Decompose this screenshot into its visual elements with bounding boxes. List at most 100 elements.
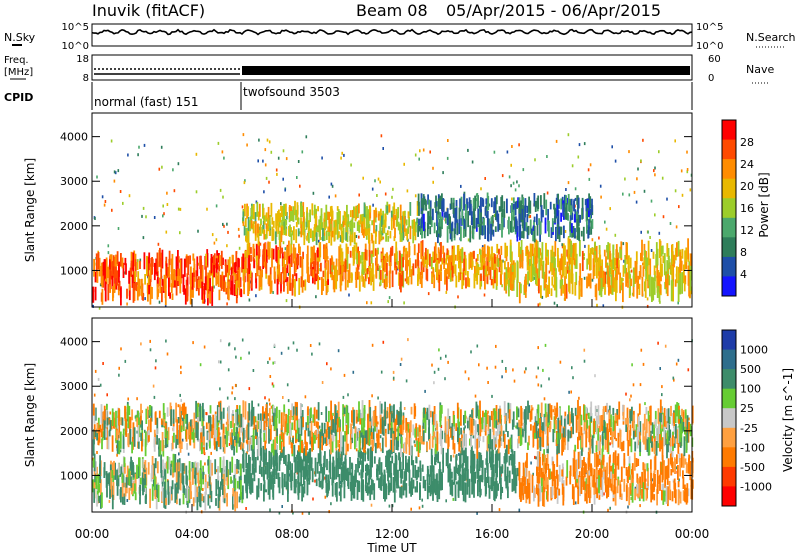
heatmap-cell — [369, 471, 372, 480]
heatmap-cell — [636, 473, 639, 483]
heatmap-cell — [441, 471, 443, 480]
heatmap-cell — [326, 211, 329, 220]
heatmap-cell — [283, 203, 285, 215]
heatmap-cell — [207, 272, 210, 290]
heatmap-cell — [366, 223, 369, 236]
heatmap-cell — [153, 463, 156, 483]
heatmap-cell — [231, 391, 233, 395]
heatmap-cell — [439, 212, 442, 227]
heatmap-cell — [472, 435, 475, 439]
heatmap-cell — [500, 437, 503, 446]
heatmap-cell — [232, 262, 235, 270]
heatmap-cell — [124, 463, 126, 474]
heatmap-cell — [620, 277, 623, 291]
heatmap-cell — [638, 432, 641, 440]
heatmap-cell — [575, 271, 578, 286]
heatmap-cell — [368, 265, 370, 272]
heatmap-cell — [236, 427, 238, 440]
heatmap-cell — [212, 255, 215, 271]
heatmap-cell — [459, 272, 461, 281]
date-range: 05/Apr/2015 - 06/Apr/2015 — [446, 1, 661, 20]
heatmap-cell — [297, 424, 300, 443]
heatmap-cell — [369, 462, 372, 473]
heatmap-cell — [282, 261, 284, 274]
heatmap-cell — [375, 225, 378, 232]
heatmap-cell — [263, 229, 266, 240]
heatmap-cell — [474, 471, 477, 484]
heatmap-cell — [644, 279, 647, 298]
heatmap-cell — [135, 282, 138, 292]
heatmap-cell — [434, 478, 436, 493]
heatmap-cell — [268, 357, 271, 361]
heatmap-cell — [132, 283, 135, 303]
heatmap-cell — [503, 216, 505, 228]
heatmap-cell — [272, 220, 275, 228]
heatmap-cell — [425, 247, 427, 260]
heatmap-cell — [464, 229, 467, 237]
heatmap-cell — [122, 433, 125, 449]
heatmap-cell — [588, 447, 590, 451]
heatmap-cell — [339, 235, 342, 242]
heatmap-cell — [142, 206, 145, 210]
heatmap-cell — [360, 413, 363, 421]
heatmap-cell — [149, 266, 152, 280]
heatmap-cell — [379, 180, 381, 184]
cpid-label: CPID — [4, 91, 33, 104]
heatmap-cell — [498, 223, 501, 231]
heatmap-cell — [310, 228, 312, 239]
heatmap-cell — [204, 276, 207, 291]
heatmap-cell — [161, 486, 164, 502]
heatmap-cell — [312, 269, 315, 278]
heatmap-cell — [469, 414, 471, 418]
heatmap-cell — [553, 464, 556, 482]
heatmap-cell — [350, 219, 353, 227]
heatmap-cell — [417, 466, 420, 478]
heatmap-cell — [117, 263, 119, 266]
heatmap-cell — [205, 482, 207, 495]
colorbar-tick-label: 8 — [740, 246, 747, 259]
heatmap-cell — [444, 270, 446, 285]
heatmap-cell — [449, 255, 451, 265]
heatmap-cell — [301, 511, 304, 515]
heatmap-cell — [175, 488, 178, 500]
heatmap-cell — [494, 365, 497, 369]
heatmap-cell — [149, 339, 151, 343]
heatmap-cell — [290, 253, 293, 265]
heatmap-cell — [388, 457, 391, 478]
heatmap-cell — [262, 466, 265, 480]
heatmap-cell — [350, 224, 353, 235]
heatmap-cell — [666, 197, 668, 201]
heatmap-cell — [311, 246, 313, 263]
heatmap-cell — [267, 217, 269, 225]
heatmap-cell — [470, 445, 473, 463]
heatmap-cell — [260, 483, 263, 491]
heatmap-cell — [512, 203, 515, 221]
heatmap-cell — [524, 430, 527, 443]
heatmap-cell — [280, 441, 283, 453]
heatmap-cell — [433, 274, 436, 289]
heatmap-cell — [555, 197, 558, 204]
heatmap-cell — [538, 218, 540, 225]
heatmap-cell — [445, 269, 448, 279]
heatmap-cell — [578, 471, 581, 478]
heatmap-cell — [281, 449, 284, 458]
heatmap-cell — [588, 274, 591, 287]
heatmap-cell — [412, 460, 415, 478]
heatmap-cell — [264, 465, 267, 475]
heatmap-cell — [640, 252, 642, 261]
heatmap-cell — [190, 266, 192, 287]
heatmap-cell — [153, 429, 156, 444]
heatmap-cell — [347, 214, 350, 225]
heatmap-cell — [363, 202, 366, 217]
heatmap-cell — [511, 264, 514, 272]
heatmap-cell — [336, 206, 339, 211]
heatmap-cell — [164, 285, 167, 299]
heatmap-cell — [298, 277, 301, 295]
heatmap-cell — [294, 456, 297, 473]
heatmap-cell — [462, 221, 465, 238]
heatmap-cell — [199, 403, 202, 422]
heatmap-cell — [170, 494, 173, 501]
heatmap-cell — [513, 216, 516, 229]
heatmap-cell — [528, 264, 531, 281]
